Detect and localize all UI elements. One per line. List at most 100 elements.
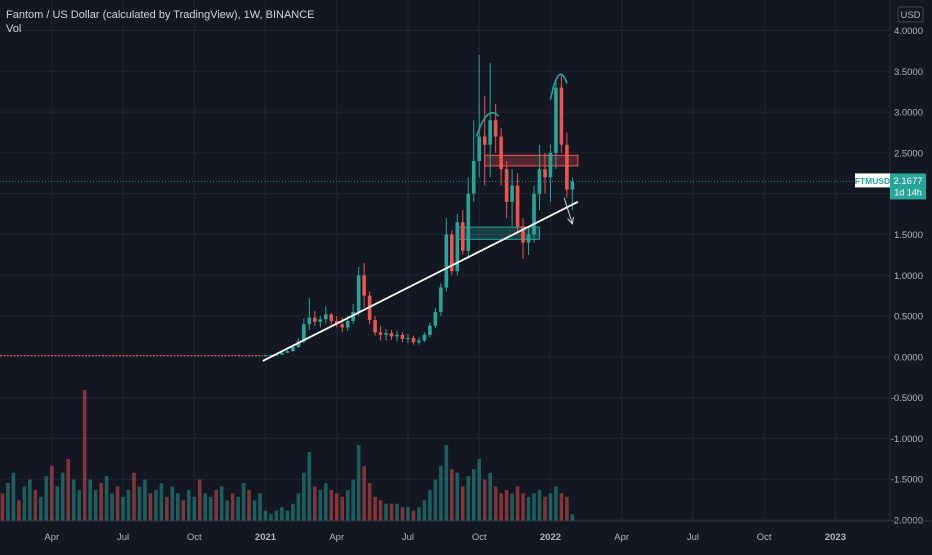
volume-bar bbox=[165, 496, 169, 521]
volume-bar bbox=[247, 489, 251, 521]
volume-bar bbox=[28, 479, 32, 521]
volume-bar bbox=[318, 489, 323, 521]
volume-bar bbox=[11, 472, 16, 521]
drawings[interactable] bbox=[262, 73, 579, 362]
volume-bar bbox=[373, 496, 377, 521]
currency-box bbox=[897, 6, 924, 23]
volume-bar bbox=[55, 486, 60, 521]
volume-bar bbox=[121, 496, 125, 521]
candle-body bbox=[285, 351, 290, 353]
candle-body bbox=[422, 334, 427, 341]
volume-bar bbox=[214, 489, 218, 521]
badge-price: 2.1677 bbox=[893, 176, 922, 187]
volume-bar bbox=[477, 458, 482, 521]
volume-bar bbox=[66, 458, 71, 521]
time-tick-label: Apr bbox=[44, 532, 59, 543]
candle-body bbox=[466, 193, 471, 251]
volume-bar bbox=[565, 496, 569, 521]
price-axis[interactable]: 4.00003.50003.00002.50002.00001.50001.00… bbox=[889, 0, 924, 527]
candles bbox=[263, 54, 575, 357]
candle-body bbox=[493, 120, 498, 137]
time-tick-label: Apr bbox=[614, 532, 629, 543]
candle-body bbox=[378, 332, 383, 335]
candle-body bbox=[417, 340, 421, 343]
candle-body bbox=[439, 287, 443, 312]
price-tick-label: -0.5000 bbox=[891, 393, 923, 404]
candle-body bbox=[450, 234, 454, 272]
volume-bar bbox=[351, 479, 355, 521]
volume-bar bbox=[186, 489, 191, 521]
volume-bar bbox=[285, 510, 290, 521]
candle-body bbox=[428, 325, 432, 335]
volume-bar bbox=[345, 489, 350, 521]
price-tick-label: 0.5000 bbox=[894, 312, 923, 323]
volume-bar bbox=[537, 489, 542, 521]
volume-bar bbox=[17, 500, 21, 521]
candle-body bbox=[373, 320, 377, 333]
price-tick-label: 2.5000 bbox=[894, 148, 923, 159]
price-tick-label: 3.5000 bbox=[894, 67, 923, 78]
price-tick-label: 1.5000 bbox=[894, 230, 923, 241]
volume-bar bbox=[263, 510, 268, 521]
time-tick-label: 2021 bbox=[255, 532, 277, 543]
badge-countdown: 1d 14h bbox=[894, 187, 922, 197]
symbol-title[interactable]: Fantom / US Dollar (calculated by Tradin… bbox=[6, 9, 315, 21]
volume-bar bbox=[77, 489, 81, 521]
price-tick-label: 1.0000 bbox=[894, 271, 923, 282]
volume-bar bbox=[559, 493, 564, 521]
time-tick-label: Oct bbox=[472, 532, 487, 543]
candle-body bbox=[526, 234, 531, 243]
volume-bar bbox=[170, 486, 175, 521]
candle-body bbox=[323, 314, 328, 320]
volume-bar bbox=[313, 486, 317, 521]
volume-bar bbox=[510, 493, 514, 521]
volume-bar bbox=[143, 479, 147, 521]
volume-bar bbox=[532, 493, 536, 521]
badge-symbol: FTMUSD bbox=[855, 176, 890, 186]
arrow-line bbox=[563, 197, 573, 225]
candle-body bbox=[515, 185, 520, 227]
volume-bar bbox=[362, 465, 366, 521]
candle-body bbox=[329, 314, 334, 321]
candle-body bbox=[411, 338, 416, 343]
time-tick-label: 2023 bbox=[825, 532, 846, 543]
volume-bar bbox=[159, 483, 164, 521]
candle-body bbox=[362, 275, 366, 296]
price-tick-label: 4.0000 bbox=[894, 26, 923, 37]
volume-bar bbox=[499, 493, 503, 521]
candle-body bbox=[302, 324, 306, 342]
volume-bar bbox=[548, 493, 553, 521]
candle-body bbox=[389, 333, 394, 337]
time-tick-label: Oct bbox=[187, 532, 202, 543]
volume-bar bbox=[323, 483, 328, 521]
volume-bar bbox=[411, 510, 416, 521]
volume-bar bbox=[482, 479, 487, 521]
candle-body bbox=[356, 275, 361, 312]
volume-bar bbox=[39, 496, 43, 521]
candle-body bbox=[504, 169, 509, 202]
volume-bar bbox=[230, 493, 235, 521]
badge-price-bg bbox=[890, 173, 926, 200]
volume-bar bbox=[340, 496, 345, 521]
volume-bar bbox=[225, 500, 229, 521]
volume-bar bbox=[439, 465, 443, 521]
time-tick-label: 2022 bbox=[540, 532, 561, 543]
time-axis[interactable]: Apr Jul Oct 2021 Apr Jul Oct 2022 Apr Jul Oct 2023 bbox=[0, 520, 932, 543]
candle-body bbox=[471, 161, 476, 194]
candle-body bbox=[291, 347, 295, 352]
candle-body bbox=[482, 136, 487, 145]
candle-body bbox=[351, 311, 355, 321]
candle-body bbox=[532, 193, 536, 235]
candle-body bbox=[395, 334, 399, 337]
volume-bar bbox=[219, 486, 224, 521]
candle-body bbox=[444, 234, 449, 288]
volume-label[interactable]: Vol bbox=[6, 23, 22, 35]
volume-bar bbox=[433, 479, 438, 521]
left-shoulder-arc bbox=[475, 112, 499, 137]
candle-body bbox=[455, 222, 460, 272]
volume-bar bbox=[460, 486, 465, 521]
volume-bar bbox=[203, 493, 208, 521]
